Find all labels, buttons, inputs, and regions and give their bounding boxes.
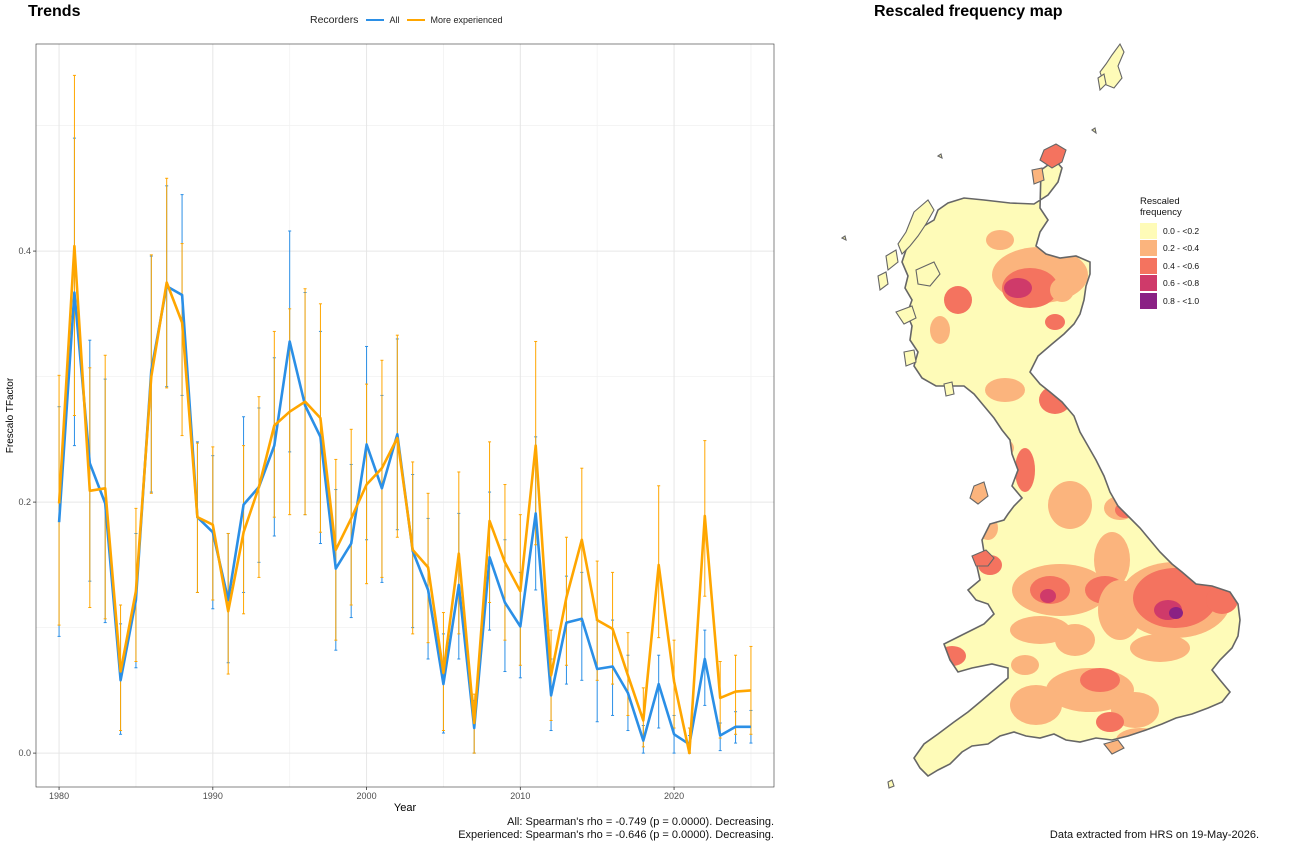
map-legend-label: 0.8 - <1.0 — [1163, 295, 1200, 306]
trends-chart: 1980 1990 2000 2010 2020 0.0 0.2 0.4 Year Frescal… — [5, 43, 775, 814]
map-legend: Rescaled frequency 0.0 - <0.2 0.2 - <0.4… — [1140, 196, 1199, 310]
map-legend-row: 0.2 - <0.4 — [1140, 240, 1199, 258]
x-axis-label: Year — [394, 802, 417, 814]
map-legend-row: 0.4 - <0.6 — [1140, 257, 1199, 275]
legend-label-experienced: More experienced — [430, 15, 503, 25]
map-hotspot — [1094, 532, 1130, 588]
map-legend-row: 0.8 - <1.0 — [1140, 292, 1199, 310]
map-island — [1097, 73, 1107, 92]
chart-legend: Recorders All More experienced — [310, 12, 503, 28]
map-legend-swatch — [1140, 240, 1157, 257]
legend-swatch-experienced — [407, 19, 426, 21]
map-hotspot — [1169, 607, 1183, 619]
map-hotspot — [1048, 481, 1092, 529]
map-hotspot — [1130, 634, 1190, 662]
map-legend-title-2: frequency — [1140, 207, 1182, 218]
legend-label-all: All — [389, 15, 400, 25]
map-legend-label: 0.6 - <0.8 — [1163, 278, 1200, 289]
map-coastline — [901, 158, 1241, 778]
map-mainland — [901, 158, 1241, 778]
map-island — [943, 381, 955, 397]
x-tick-label: 2020 — [664, 791, 684, 801]
map-hotspot — [1045, 314, 1065, 330]
x-tick-label: 1980 — [49, 791, 69, 801]
map-hotspot — [1011, 655, 1039, 675]
map-island-isle-of-man — [969, 481, 989, 505]
stats-experienced: Experienced: Spearman's rho = -0.646 (p … — [458, 829, 774, 841]
stats-all: All: Spearman's rho = -0.749 (p = 0.0000… — [507, 816, 774, 828]
map-island — [840, 235, 847, 242]
x-tick-label: 2000 — [357, 791, 377, 801]
frequency-map — [840, 42, 1241, 789]
map-hotspot — [1055, 624, 1095, 656]
map-legend-label: 0.4 - <0.6 — [1163, 260, 1200, 271]
map-island — [877, 271, 889, 291]
map-hotspot — [1010, 685, 1062, 725]
map-hotspot — [1096, 712, 1124, 732]
map-island — [1091, 127, 1097, 135]
map-legend-row: 0.6 - <0.8 — [1140, 275, 1199, 293]
map-legend-label: 0.2 - <0.4 — [1163, 243, 1200, 254]
map-island-orkney — [1039, 143, 1067, 169]
map-hotspot — [930, 316, 950, 344]
map-island — [936, 153, 943, 160]
y-axis-label: Frescalo TFactor — [5, 377, 16, 453]
map-island — [887, 779, 895, 789]
map-legend-label: 0.0 - <0.2 — [1163, 225, 1200, 236]
map-island — [903, 349, 917, 367]
map-island — [895, 305, 917, 325]
map-island — [1031, 167, 1045, 185]
map-legend-title-1: Rescaled — [1140, 196, 1180, 207]
map-hotspot — [1080, 668, 1120, 692]
map-hotspot — [948, 582, 968, 598]
map-hotspot — [1039, 386, 1071, 414]
map-island-isle-of-wight — [1103, 739, 1125, 755]
legend-title: Recorders — [310, 14, 359, 26]
legend-swatch-all — [366, 19, 385, 21]
map-legend-swatch — [1140, 257, 1157, 274]
map-hotspot — [1133, 568, 1217, 628]
map-hotspot — [1206, 586, 1238, 614]
trends-title: Trends — [28, 3, 81, 20]
data-note: Data extracted from HRS on 19-May-2026. — [1049, 829, 1259, 841]
map-island-shetland — [1099, 42, 1125, 89]
y-tick-label: 0.2 — [18, 497, 31, 507]
map-island-outer-hebrides — [897, 199, 935, 255]
map-legend-row: 0.0 - <0.2 — [1140, 222, 1199, 240]
map-islands — [840, 42, 1125, 789]
map-hotspots — [930, 230, 1238, 752]
map-island — [885, 249, 899, 272]
map-hotspot — [944, 286, 972, 314]
map-hotspot — [986, 230, 1014, 250]
x-tick-label: 1990 — [203, 791, 223, 801]
map-legend-swatch — [1140, 292, 1157, 309]
y-tick-label: 0.4 — [18, 246, 31, 256]
y-tick-label: 0.0 — [18, 748, 31, 758]
map-hotspot — [1015, 448, 1035, 492]
map-hotspot — [1010, 616, 1070, 644]
map-island-skye — [915, 261, 941, 287]
x-tick-label: 2010 — [510, 791, 530, 801]
map-legend-swatch — [1140, 275, 1157, 292]
map-legend-swatch — [1140, 222, 1157, 239]
map-hotspot — [1040, 589, 1056, 603]
map-hotspot — [985, 378, 1025, 402]
plot-border — [35, 43, 775, 788]
map-hotspot — [1004, 278, 1032, 298]
map-title: Rescaled frequency map — [874, 3, 1063, 20]
map-island-anglesey — [971, 549, 995, 567]
plot-background — [36, 44, 774, 787]
map-hotspot — [1050, 278, 1074, 302]
series-line-experienced — [57, 244, 752, 755]
